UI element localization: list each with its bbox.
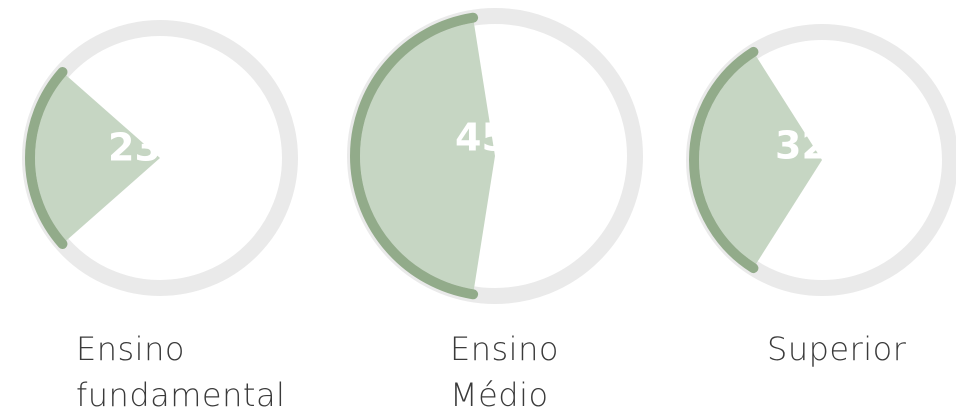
gauge-arc [350,12,479,300]
gauge-arc [25,67,68,249]
value-label: 32% [775,124,866,168]
gauge-wedge [699,56,822,264]
category-label: Ensino Médio [450,330,559,411]
gauge-wedge [34,75,160,241]
category-label: Superior [767,330,907,368]
value-label: 23% [108,126,199,170]
gauge-wedge [360,22,495,290]
category-label: Ensino fundamental [76,330,286,411]
gauge-arc [689,46,759,274]
value-label: 45% [455,116,546,160]
